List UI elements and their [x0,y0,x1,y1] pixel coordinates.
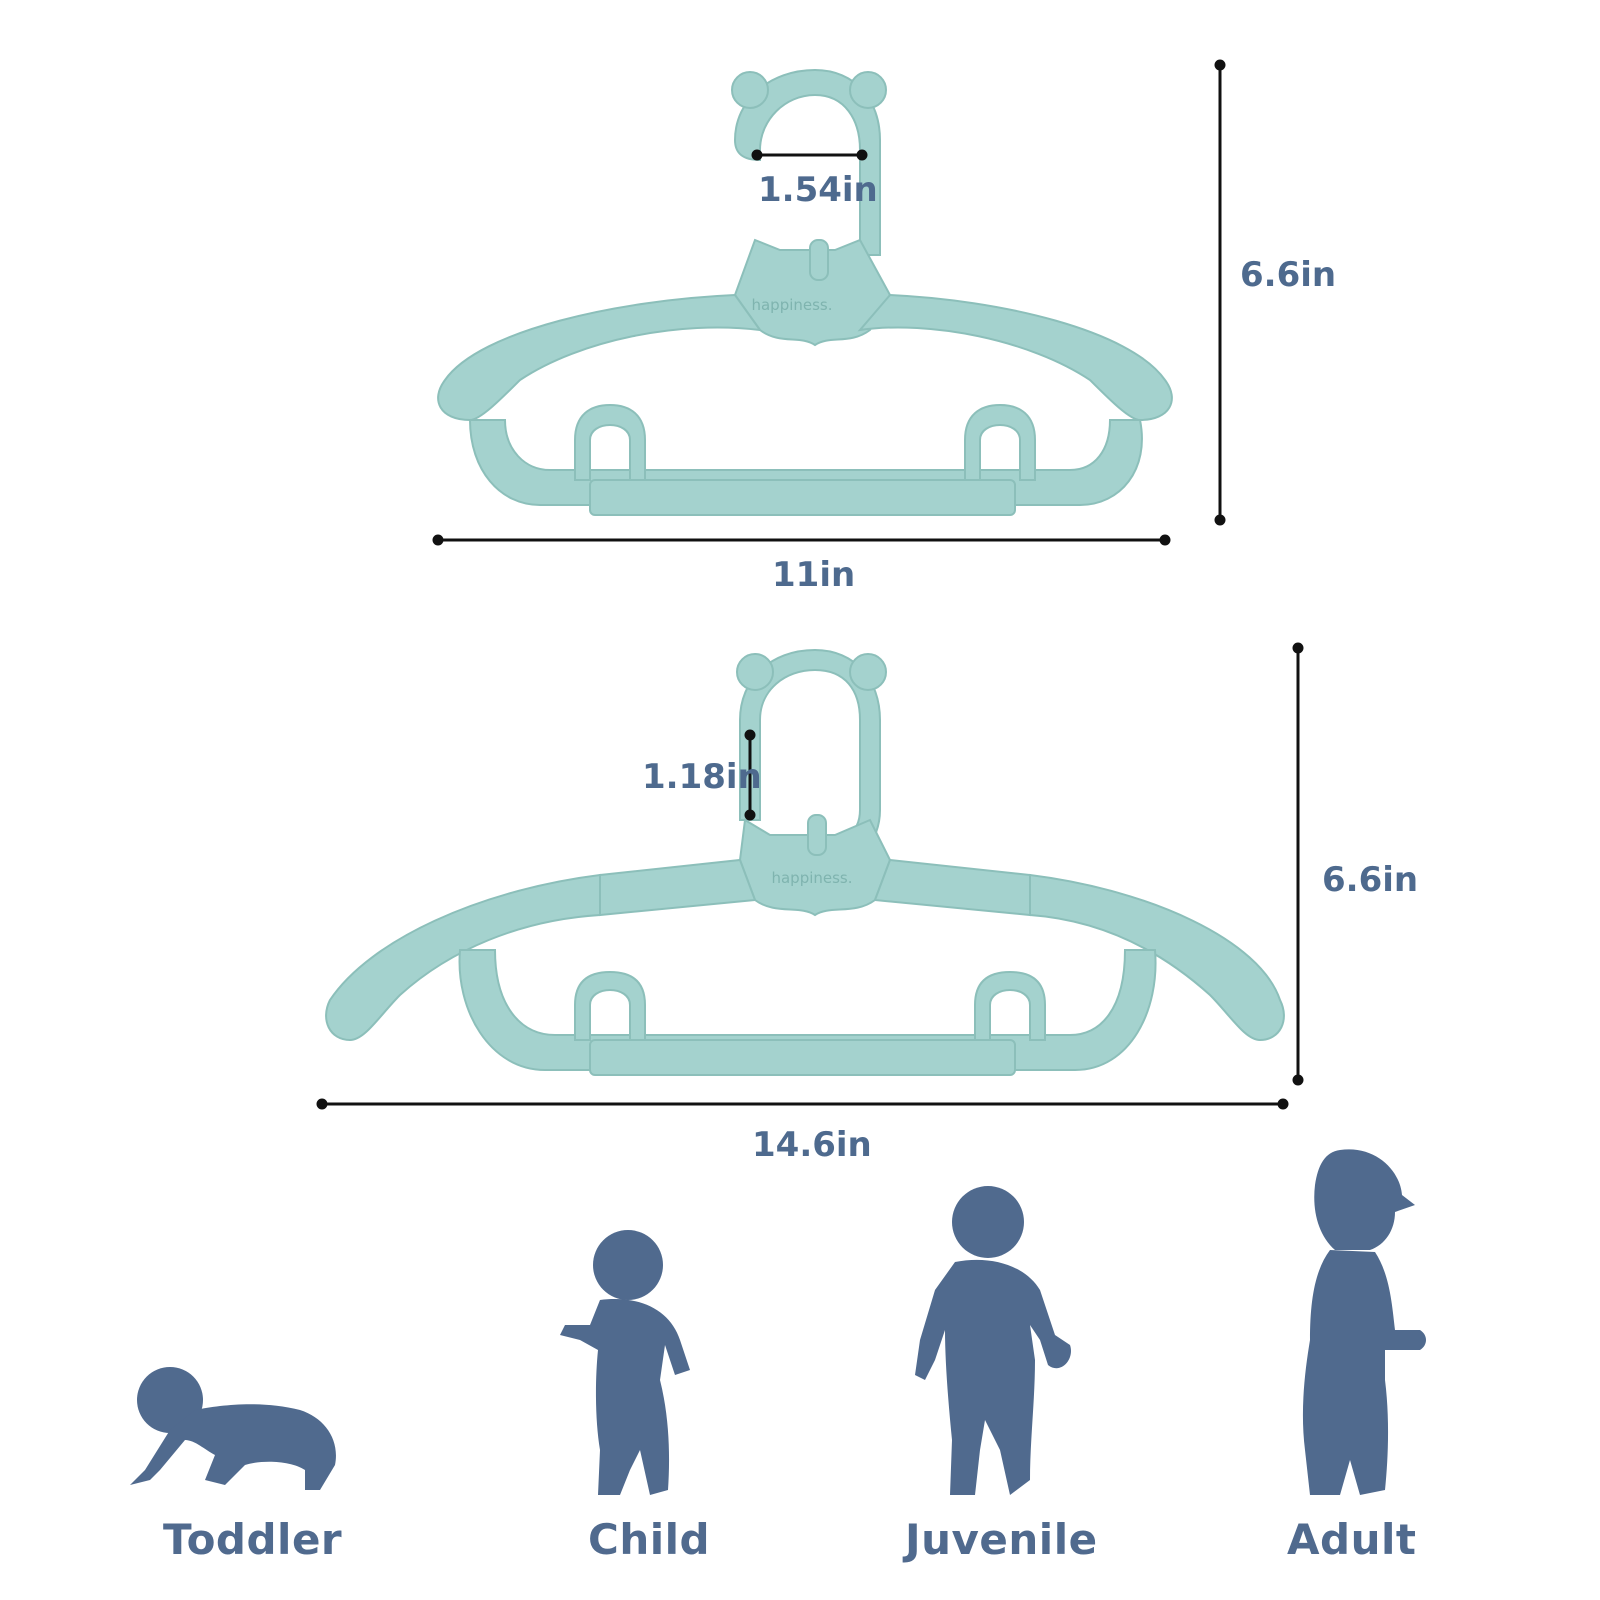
hanger-top-arm [437,293,763,422]
hanger-bottom-ear-right [849,653,887,691]
hanger-top-ear-right [849,71,887,109]
bottom-dimension-lines [316,642,1304,1110]
adult-silhouette [1302,1149,1426,1495]
bottom-width-label: 14.6in [752,1125,872,1165]
hanger-bottom-brand: happiness. [771,869,852,887]
child-silhouette [560,1230,690,1495]
hanger-top-bar [589,479,1016,516]
bottom-hook-height-label: 1.18in [642,757,762,797]
size-label-toddler: Toddler [163,1515,343,1564]
hanger-top-ear-left [731,71,769,109]
top-hook-width-label: 1.54in [758,170,878,210]
juvenile-silhouette [915,1186,1071,1495]
size-label-juvenile: Juvenile [905,1515,1098,1564]
hanger-bottom-arm-left [325,873,601,1042]
hanger-bottom [325,648,1285,1076]
top-width-label: 11in [772,555,856,595]
toddler-silhouette [130,1367,336,1490]
hanger-top-hook [733,68,881,256]
hanger-bottom-bar [589,1039,1016,1076]
bottom-height-label: 6.6in [1322,860,1419,900]
size-label-adult: Adult [1287,1515,1417,1564]
hanger-top [437,68,1173,516]
top-dimension-lines [432,59,1226,546]
top-height-label: 6.6in [1240,255,1337,295]
hanger-top-brand: happiness. [751,296,832,314]
size-label-child: Child [588,1515,711,1564]
hanger-bottom-ear-left [736,653,774,691]
hanger-bottom-arm-right [1029,873,1285,1042]
